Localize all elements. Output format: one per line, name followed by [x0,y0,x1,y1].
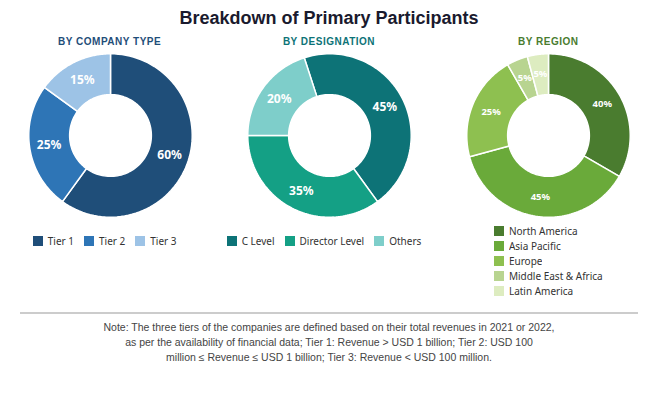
html-text:Asia Pacific: Asia Pacific [508,239,561,253]
svg-text:45%: 45% [531,190,551,203]
svg-text:25%: 25% [482,105,502,118]
html-text:Tier 1: Tier 1 [47,233,74,248]
html-text:BY COMPANY TYPE: BY COMPANY TYPE [58,36,162,47]
html-text:BY REGION: BY REGION [518,36,579,47]
html-text:Tier 2: Tier 2 [99,233,126,248]
html-text:Latin America: Latin America [508,284,574,298]
svg-text:60%: 60% [157,146,182,163]
svg-text:20%: 20% [267,90,292,107]
svg-text:25%: 25% [37,136,62,153]
html-text:Director Level: Director Level [299,233,365,248]
html-text:Breakdown of Primary Participa: Breakdown of Primary Participants [179,8,479,28]
html-text:North America: North America [508,224,578,238]
html-text:C Level: C Level [241,233,275,248]
svg-text:5%: 5% [518,71,532,84]
html-text:Europe: Europe [508,254,543,268]
html-text:Others: Others [389,233,422,248]
html-text:Middle East & Africa: Middle East & Africa [508,269,603,283]
html-text:Note: The three tiers of the c: Note: The three tiers of the companies a… [103,321,555,364]
svg-text:15%: 15% [70,71,95,88]
svg-text:40%: 40% [593,97,613,110]
html-text:Tier 3: Tier 3 [150,233,177,248]
svg-text:5%: 5% [534,67,548,80]
svg-text:45%: 45% [373,98,398,115]
svg-text:35%: 35% [289,182,314,199]
html-text:BY DESIGNATION: BY DESIGNATION [282,36,376,47]
